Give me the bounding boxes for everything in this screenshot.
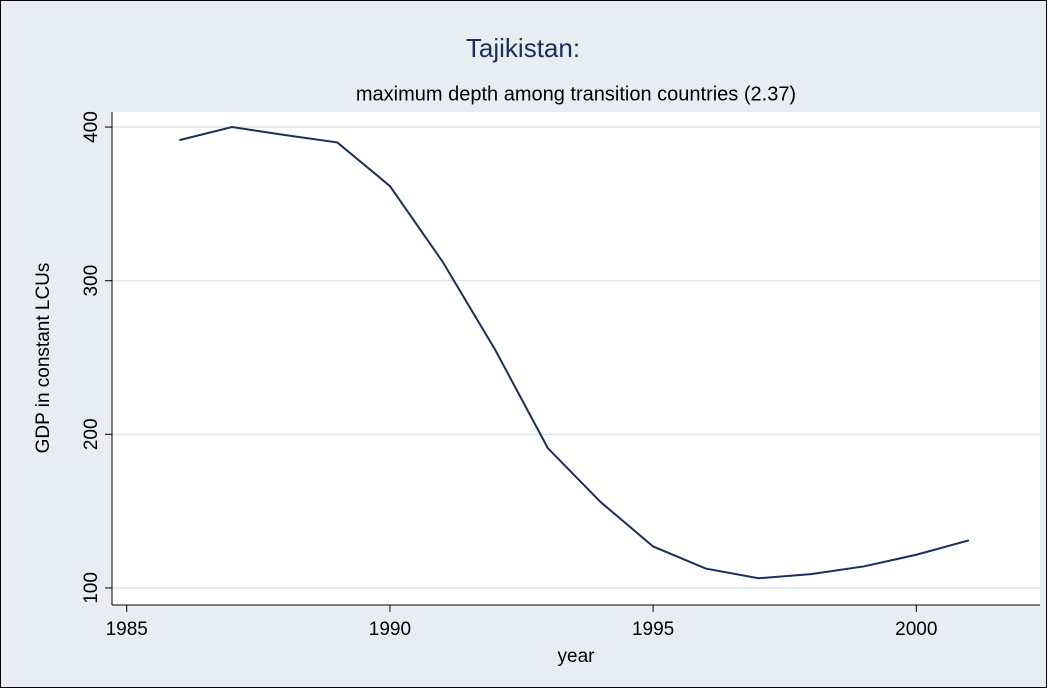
y-tick-label: 100	[81, 572, 102, 604]
x-tick-label: 1995	[632, 619, 674, 640]
y-axis-label: GDP in constant LCUs	[33, 263, 54, 454]
x-tick-label: 2000	[895, 619, 937, 640]
chart-subtitle: maximum depth among transition countries…	[356, 83, 796, 105]
data-line	[179, 126, 970, 580]
y-tick-label: 400	[81, 111, 102, 143]
y-tick-label: 300	[81, 265, 102, 297]
x-tick-label: 1985	[106, 619, 148, 640]
plot-area	[112, 112, 1040, 605]
chart-title: Tajikistan:	[466, 33, 580, 63]
x-tick-label: 1990	[369, 619, 411, 640]
x-axis-label: year	[558, 646, 596, 667]
y-tick-label: 200	[81, 418, 102, 450]
